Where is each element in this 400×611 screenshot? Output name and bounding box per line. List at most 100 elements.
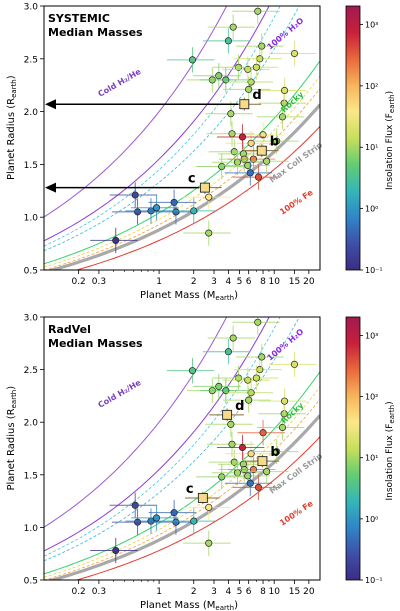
point-marker bbox=[247, 450, 255, 458]
label-cold-h2he: Cold H₂/He bbox=[97, 378, 143, 410]
y-tick-label: 0.5 bbox=[24, 577, 38, 587]
data-point bbox=[237, 122, 285, 148]
data-point bbox=[232, 164, 281, 190]
point-marker bbox=[190, 517, 198, 525]
x-tick-label: 6 bbox=[246, 277, 252, 287]
x-axis: 0.2 0.3 1 2 3 4 5 6 8 10 15 20 Planet Mass (Mearth) bbox=[71, 270, 315, 302]
curve-rocky bbox=[44, 60, 320, 265]
colorbar-tick-label: 10⁰ bbox=[365, 515, 378, 524]
data-point bbox=[232, 6, 280, 24]
data-point bbox=[268, 351, 317, 377]
y-tick-label: 1.0 bbox=[24, 524, 39, 534]
plot-frame bbox=[43, 316, 321, 581]
point-marker bbox=[254, 483, 263, 491]
planet-d bbox=[209, 408, 244, 422]
point-marker bbox=[246, 169, 254, 177]
point-marker bbox=[205, 539, 213, 547]
point-marker bbox=[280, 397, 289, 405]
data-point bbox=[205, 101, 253, 127]
point-marker bbox=[152, 514, 161, 522]
point-marker bbox=[112, 236, 120, 244]
data-point bbox=[259, 77, 307, 104]
curve-mix-3 bbox=[44, 75, 320, 268]
point-marker bbox=[238, 133, 247, 141]
y-tick-label: 1.0 bbox=[24, 214, 39, 224]
y-axis: 0.5 1.0 1.5 2.0 2.5 3.0 Planet Radius (Rearth) bbox=[6, 3, 44, 277]
label-cold-h2he: Cold H₂/He bbox=[97, 67, 143, 99]
y-axis-label: Planet Radius (Rearth) bbox=[6, 386, 18, 491]
plot-frame bbox=[43, 5, 321, 271]
point-marker bbox=[229, 23, 237, 31]
data-point bbox=[131, 195, 179, 221]
point-marker bbox=[233, 158, 242, 166]
y-axis: 0.5 1.0 1.5 2.0 2.5 3.0 Planet Radius (Rearth) bbox=[6, 314, 44, 587]
data-point bbox=[224, 470, 273, 496]
x-tick-label: 0.2 bbox=[71, 587, 85, 597]
colorbar-tick-label: 10³ bbox=[365, 331, 378, 340]
point-marker bbox=[273, 137, 281, 145]
x-tick-label: 1 bbox=[156, 587, 162, 597]
data-point bbox=[217, 451, 266, 477]
curve-fe bbox=[74, 436, 320, 580]
point-marker bbox=[233, 469, 242, 477]
point-marker bbox=[134, 518, 142, 526]
point-marker bbox=[205, 229, 213, 237]
y-tick-label: 1.5 bbox=[24, 471, 38, 481]
planet-c bbox=[185, 491, 220, 505]
planet-marker bbox=[239, 99, 250, 110]
point-marker bbox=[215, 72, 223, 80]
x-tick-label: 10 bbox=[268, 277, 280, 287]
curve-mix-2 bbox=[44, 6, 300, 252]
colorbar-tick-label: 10² bbox=[365, 393, 378, 402]
data-point bbox=[225, 441, 274, 467]
data-point bbox=[236, 344, 284, 370]
data-point bbox=[232, 474, 281, 501]
y-axis-label: Planet Radius (Rearth) bbox=[6, 75, 18, 180]
colorbar-tick-label: 10² bbox=[365, 82, 378, 91]
data-point bbox=[237, 420, 285, 446]
curve-max-coll-strip bbox=[46, 103, 320, 270]
point-marker bbox=[254, 318, 262, 326]
point-marker bbox=[252, 63, 260, 71]
data-point bbox=[196, 464, 244, 490]
radius-arrow-head bbox=[45, 99, 56, 110]
data-point bbox=[150, 199, 198, 225]
data-point bbox=[125, 508, 173, 534]
point-marker bbox=[172, 208, 180, 216]
x-tick-label: 0.3 bbox=[92, 587, 106, 597]
point-marker bbox=[205, 503, 213, 511]
planet-b bbox=[244, 454, 280, 468]
planet-marker bbox=[199, 182, 210, 193]
data-point bbox=[206, 431, 254, 457]
data-point bbox=[224, 160, 273, 186]
data-point bbox=[90, 227, 138, 254]
curve-cold-h2he bbox=[44, 317, 228, 528]
label-h2o: 100% H₂O bbox=[266, 16, 306, 52]
x-tick-label: 20 bbox=[303, 277, 315, 287]
data-point bbox=[216, 124, 265, 150]
y-tick-label: 3.0 bbox=[24, 314, 39, 324]
data-point bbox=[166, 358, 215, 384]
data-point bbox=[268, 40, 317, 67]
colorbar-tick-label: 10¹ bbox=[365, 143, 378, 152]
x-tick-label: 4 bbox=[226, 277, 232, 287]
point-marker bbox=[229, 334, 237, 342]
point-marker bbox=[215, 382, 223, 390]
point-marker bbox=[238, 443, 247, 451]
curve-rocky bbox=[44, 371, 320, 575]
data-point bbox=[109, 182, 158, 208]
label-fe: 100% Fe bbox=[278, 499, 315, 528]
x-tick-label: 0.2 bbox=[71, 277, 85, 287]
x-tick-label: 8 bbox=[260, 277, 266, 287]
point-marker bbox=[259, 131, 267, 139]
point-marker bbox=[222, 76, 230, 84]
point-marker bbox=[218, 473, 226, 481]
x-axis-label: Planet Mass (Mearth) bbox=[140, 290, 238, 302]
point-marker bbox=[290, 360, 299, 368]
data-point bbox=[223, 387, 271, 413]
data-point bbox=[207, 325, 256, 351]
x-tick-label: 20 bbox=[303, 587, 315, 597]
